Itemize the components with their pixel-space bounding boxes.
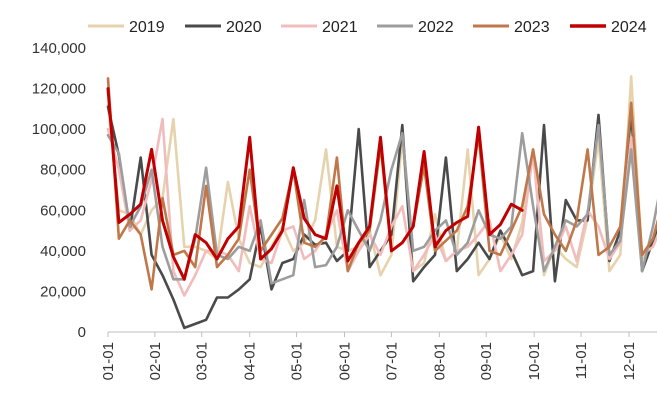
legend-label-2022: 2022 xyxy=(418,19,454,36)
x-tick-label: 03-01 xyxy=(194,342,211,380)
legend: 2019 2020 2021 2022 2023 2024 xyxy=(88,19,647,36)
legend-label-2021: 2021 xyxy=(322,19,358,36)
y-tick-label: 100,000 xyxy=(32,121,86,138)
x-tick-label: 07-01 xyxy=(383,342,400,380)
x-tick-label: 01-01 xyxy=(100,342,117,380)
y-tick-label: 60,000 xyxy=(40,202,86,219)
series-line-2024 xyxy=(106,87,524,281)
x-tick-label: 12-01 xyxy=(621,342,638,380)
y-tick-label: 0 xyxy=(78,324,86,341)
legend-label-2024: 2024 xyxy=(611,19,647,36)
x-tick-label: 05-01 xyxy=(289,342,306,380)
series-lines xyxy=(106,75,657,330)
x-tick-label: 08-01 xyxy=(431,342,448,380)
y-tick-label: 140,000 xyxy=(32,40,86,57)
y-axis: 0 20,000 40,000 60,000 80,000 100,000 120,000 1… xyxy=(32,40,86,341)
x-axis: 01-01 02-01 03-01 04-01 05-01 06-01 07-01 08-01… xyxy=(100,331,657,380)
legend-label-2019: 2019 xyxy=(129,19,165,36)
y-tick-label: 120,000 xyxy=(32,81,86,98)
legend-label-2020: 2020 xyxy=(226,19,262,36)
series-line-2020 xyxy=(106,105,657,330)
y-tick-label: 80,000 xyxy=(40,162,86,179)
series-line-2019 xyxy=(106,75,657,277)
x-tick-label: 11-01 xyxy=(573,342,590,379)
x-tick-label: 02-01 xyxy=(147,342,164,380)
series-line-2021 xyxy=(106,117,657,297)
legend-label-2023: 2023 xyxy=(514,19,550,36)
x-tick-label: 09-01 xyxy=(478,342,495,380)
y-tick-label: 20,000 xyxy=(40,283,86,300)
x-tick-label: 04-01 xyxy=(242,342,259,380)
x-tick-label: 10-01 xyxy=(526,342,543,380)
y-tick-label: 40,000 xyxy=(40,243,86,260)
x-tick-label: 06-01 xyxy=(337,342,354,380)
